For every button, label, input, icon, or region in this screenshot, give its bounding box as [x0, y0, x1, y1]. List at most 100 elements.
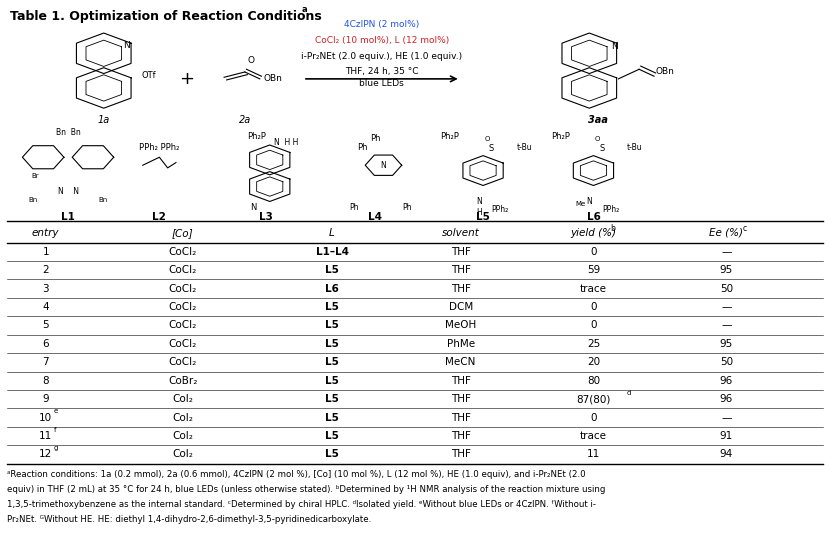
Text: Ph₂P: Ph₂P: [247, 132, 266, 141]
Text: O: O: [248, 56, 255, 64]
Text: 0: 0: [590, 413, 597, 423]
Text: 1a: 1a: [98, 115, 110, 125]
Text: 25: 25: [587, 339, 600, 349]
Text: g: g: [54, 445, 58, 451]
Text: Me: Me: [576, 201, 586, 207]
Text: 10: 10: [39, 413, 52, 423]
Text: DCM: DCM: [448, 302, 473, 312]
Text: Bn: Bn: [98, 197, 108, 203]
Text: CoI₂: CoI₂: [172, 394, 193, 404]
Text: N: N: [381, 161, 386, 169]
Text: CoCl₂: CoCl₂: [168, 284, 197, 294]
Polygon shape: [22, 146, 64, 169]
Text: L5: L5: [325, 413, 339, 423]
Polygon shape: [250, 145, 290, 175]
Text: PPh₂: PPh₂: [602, 205, 619, 214]
Polygon shape: [76, 33, 131, 74]
Text: THF: THF: [451, 449, 471, 459]
Text: CoCl₂: CoCl₂: [168, 320, 197, 330]
Text: THF: THF: [451, 376, 471, 386]
Text: Ph: Ph: [402, 203, 412, 212]
Text: 20: 20: [587, 357, 600, 367]
Text: t-Bu: t-Bu: [516, 143, 532, 152]
Text: c: c: [743, 224, 747, 233]
Text: Table 1. Optimization of Reaction Conditions: Table 1. Optimization of Reaction Condit…: [10, 10, 322, 22]
Text: entry: entry: [32, 228, 60, 238]
Text: OTf: OTf: [141, 71, 156, 80]
Text: —: —: [721, 302, 731, 312]
Text: L6: L6: [587, 212, 600, 222]
Text: 96: 96: [720, 376, 733, 386]
Text: CoCl₂: CoCl₂: [168, 265, 197, 275]
Text: 2a: 2a: [239, 115, 251, 125]
Text: 7: 7: [42, 357, 49, 367]
Text: b: b: [610, 224, 615, 233]
Text: PPh₂ PPh₂: PPh₂ PPh₂: [139, 143, 179, 152]
Text: 2: 2: [42, 265, 49, 275]
Polygon shape: [72, 146, 114, 169]
Text: OBn: OBn: [656, 68, 675, 76]
Text: trace: trace: [580, 431, 607, 441]
Text: Ph: Ph: [370, 134, 380, 143]
Text: t-Bu: t-Bu: [627, 143, 642, 152]
Text: Ph: Ph: [349, 203, 359, 212]
Text: yield (%): yield (%): [570, 228, 617, 238]
Text: L5: L5: [325, 357, 339, 367]
Text: 3: 3: [42, 284, 49, 294]
Text: THF: THF: [451, 284, 471, 294]
Text: 59: 59: [587, 265, 600, 275]
Text: 12: 12: [39, 449, 52, 459]
Text: 1: 1: [42, 247, 49, 257]
Text: ᵃReaction conditions: 1a (0.2 mmol), 2a (0.6 mmol), 4CzIPN (2 mol %), [Co] (10 m: ᵃReaction conditions: 1a (0.2 mmol), 2a …: [7, 470, 585, 479]
Text: N: N: [611, 42, 618, 51]
Text: THF: THF: [451, 265, 471, 275]
Text: e: e: [54, 408, 58, 414]
Polygon shape: [365, 155, 402, 175]
Text: Ee (%): Ee (%): [710, 228, 743, 238]
Text: CoCl₂ (10 mol%), L (12 mol%): CoCl₂ (10 mol%), L (12 mol%): [315, 36, 449, 45]
Text: O: O: [595, 136, 600, 142]
Text: d: d: [627, 390, 631, 396]
Text: L1: L1: [61, 212, 75, 222]
Text: 96: 96: [720, 394, 733, 404]
Text: 11: 11: [39, 431, 52, 441]
Text: CoCl₂: CoCl₂: [168, 357, 197, 367]
Text: S: S: [489, 144, 494, 153]
Text: L5: L5: [325, 265, 339, 275]
Text: L5: L5: [476, 212, 490, 222]
Polygon shape: [76, 68, 131, 108]
Text: 9: 9: [42, 394, 49, 404]
Text: PhMe: PhMe: [447, 339, 475, 349]
Polygon shape: [250, 172, 290, 201]
Text: CoI₂: CoI₂: [172, 449, 193, 459]
Text: N    N: N N: [57, 187, 79, 196]
Text: 50: 50: [720, 357, 733, 367]
Text: f: f: [54, 426, 56, 433]
Text: L5: L5: [325, 431, 339, 441]
Text: 4CzIPN (2 mol%): 4CzIPN (2 mol%): [344, 20, 419, 29]
Text: Bn: Bn: [28, 197, 38, 203]
Text: L1–L4: L1–L4: [315, 247, 349, 257]
Text: L: L: [330, 228, 334, 238]
Text: 95: 95: [720, 339, 733, 349]
Text: THF, 24 h, 35 °C: THF, 24 h, 35 °C: [345, 67, 418, 76]
Text: 91: 91: [720, 431, 733, 441]
Text: L6: L6: [325, 284, 339, 294]
Text: blue LEDs: blue LEDs: [359, 79, 404, 88]
Text: 1,3,5-trimethoxybenzene as the internal standard. ᶜDetermined by chiral HPLC. ᵈI: 1,3,5-trimethoxybenzene as the internal …: [7, 500, 596, 509]
Text: S: S: [599, 144, 604, 153]
Text: 50: 50: [720, 284, 733, 294]
Text: 94: 94: [720, 449, 733, 459]
Text: —: —: [721, 320, 731, 330]
Text: L3: L3: [259, 212, 272, 222]
Text: Pr₂NEt. ᴳWithout HE. HE: diethyl 1,4-dihydro-2,6-dimethyl-3,5-pyridinedicarboxyl: Pr₂NEt. ᴳWithout HE. HE: diethyl 1,4-dih…: [7, 515, 371, 524]
Text: CoCl₂: CoCl₂: [168, 247, 197, 257]
Text: 6: 6: [42, 339, 49, 349]
Text: 0: 0: [590, 320, 597, 330]
Text: N  H H: N H H: [274, 138, 298, 147]
Text: Ph₂P: Ph₂P: [551, 132, 569, 141]
Text: a: a: [302, 5, 308, 14]
Text: 11: 11: [587, 449, 600, 459]
Text: L5: L5: [325, 339, 339, 349]
Text: Bn  Bn: Bn Bn: [56, 128, 81, 137]
